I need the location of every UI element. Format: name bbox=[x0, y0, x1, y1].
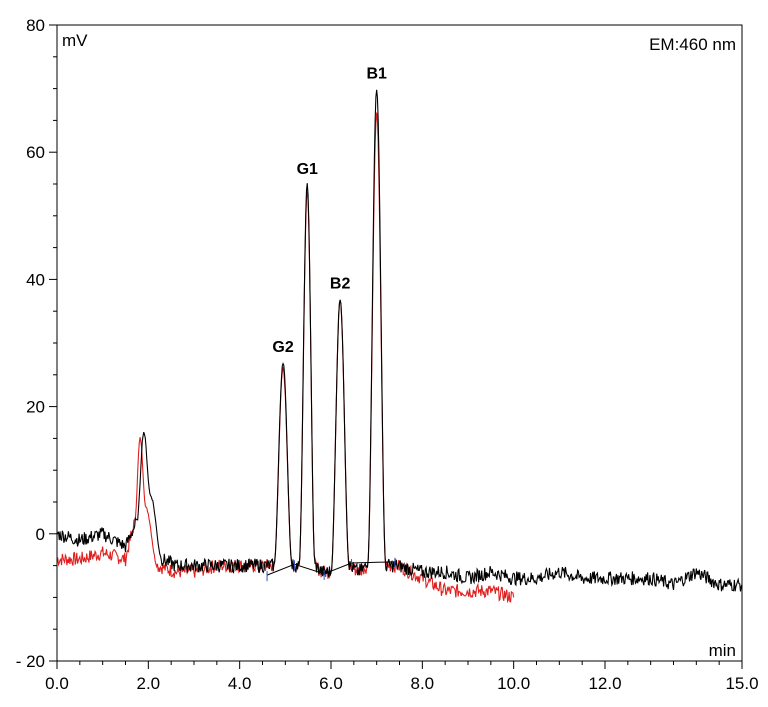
y-tick-label: 0 bbox=[36, 525, 45, 544]
y-tick-label: - 20 bbox=[16, 652, 45, 671]
y-axis-unit: mV bbox=[62, 31, 88, 50]
x-axis-unit: min bbox=[709, 641, 736, 660]
x-axis: 0.0 2.0 4.0 6.0 8.0 10.0 12.0 15.0 bbox=[45, 661, 759, 693]
y-tick-label: 20 bbox=[26, 398, 45, 417]
y-axis: - 20 0 20 40 60 80 bbox=[16, 16, 57, 671]
peak-label-g1: G1 bbox=[297, 161, 318, 178]
y-tick-label: 60 bbox=[26, 143, 45, 162]
peak-label-g2: G2 bbox=[272, 339, 293, 356]
peak-labels: G2 G1 B2 B1 bbox=[272, 66, 387, 356]
baseline-layer bbox=[266, 557, 396, 582]
series-layer bbox=[56, 89, 743, 604]
x-tick-label: 6.0 bbox=[319, 674, 343, 693]
x-tick-label: 2.0 bbox=[137, 674, 161, 693]
x-tick-label: 0.0 bbox=[45, 674, 69, 693]
series-1-line bbox=[56, 112, 515, 604]
peak-label-b2: B2 bbox=[330, 275, 351, 292]
peak-label-b1: B1 bbox=[366, 66, 387, 83]
x-tick-label: 8.0 bbox=[411, 674, 435, 693]
x-tick-label: 15.0 bbox=[725, 674, 758, 693]
x-tick-label: 10.0 bbox=[497, 674, 530, 693]
y-tick-label: 40 bbox=[26, 270, 45, 289]
series-0-line bbox=[56, 89, 743, 592]
detector-annotation: EM:460 nm bbox=[649, 35, 736, 54]
x-tick-label: 12.0 bbox=[588, 674, 621, 693]
y-tick-label: 80 bbox=[26, 16, 45, 35]
x-tick-label: 4.0 bbox=[228, 674, 252, 693]
